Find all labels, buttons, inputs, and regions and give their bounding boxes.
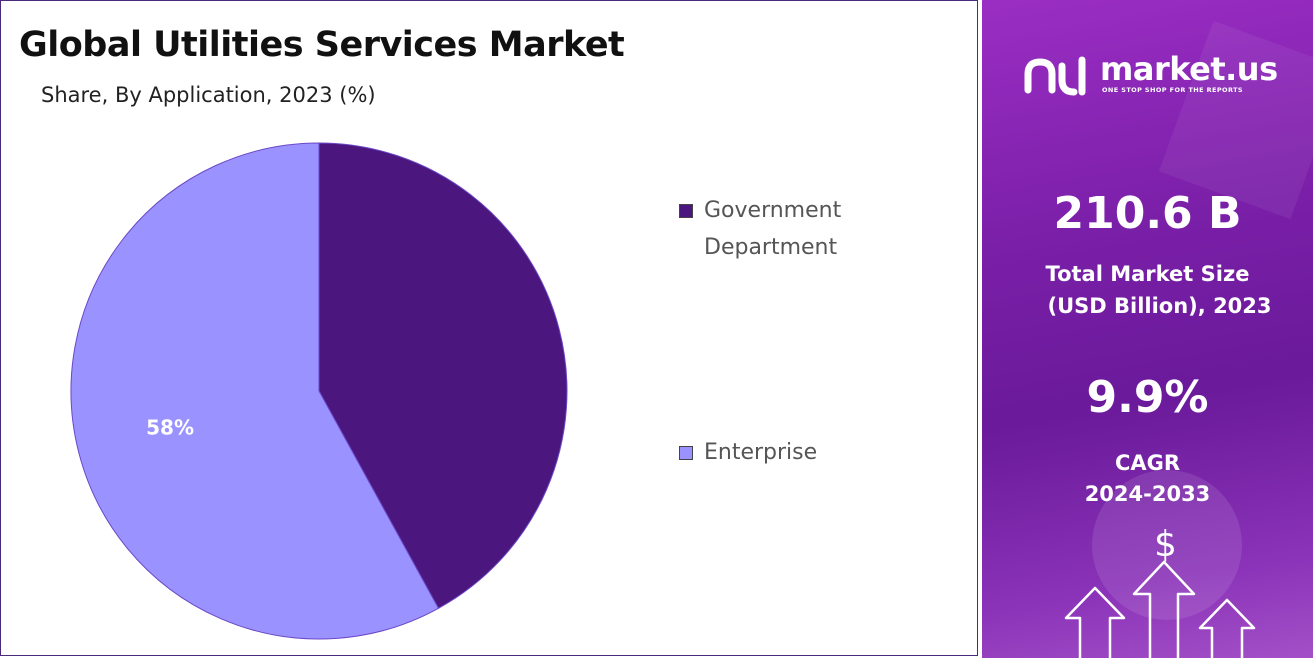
brand-logo: market.us ONE STOP SHOP FOR THE REPORTS xyxy=(1022,50,1282,100)
market-size-value: 210.6 B xyxy=(1053,188,1242,239)
legend-label-government-department: Government Department xyxy=(704,198,842,260)
legend-label-enterprise: Enterprise xyxy=(704,440,818,465)
market-size-label-line2: (USD Billion), 2023 xyxy=(1047,294,1272,318)
summary-sidebar: market.us ONE STOP SHOP FOR THE REPORTS … xyxy=(982,0,1313,658)
pie-data-label-enterprise: 58% xyxy=(146,416,194,440)
pie-slice-government-department xyxy=(318,142,568,610)
chart-subtitle: Share, By Application, 2023 (%) xyxy=(41,83,376,107)
brand-tagline: ONE STOP SHOP FOR THE REPORTS xyxy=(1102,86,1243,94)
page-title: Global Utilities Services Market xyxy=(19,25,625,65)
pie-chart: 58% xyxy=(70,142,568,640)
chart-panel: Global Utilities Services Market Share, … xyxy=(0,0,978,656)
cagr-value: 9.9% xyxy=(1086,372,1209,423)
background-glow xyxy=(1092,470,1242,620)
cagr-label: CAGR xyxy=(1114,451,1181,475)
legend-swatch-government-department xyxy=(679,204,693,218)
cagr-period: 2024-2033 xyxy=(1084,482,1211,506)
arrow-up-icon xyxy=(1064,560,1256,658)
dollar-icon: $ xyxy=(1154,524,1177,565)
brand-name: market.us xyxy=(1100,50,1278,88)
market-size-label-line1: Total Market Size xyxy=(1045,262,1250,286)
pie-slice-enterprise xyxy=(70,142,440,640)
market-us-logo-icon xyxy=(1024,56,1086,96)
legend-swatch-enterprise xyxy=(679,446,693,460)
